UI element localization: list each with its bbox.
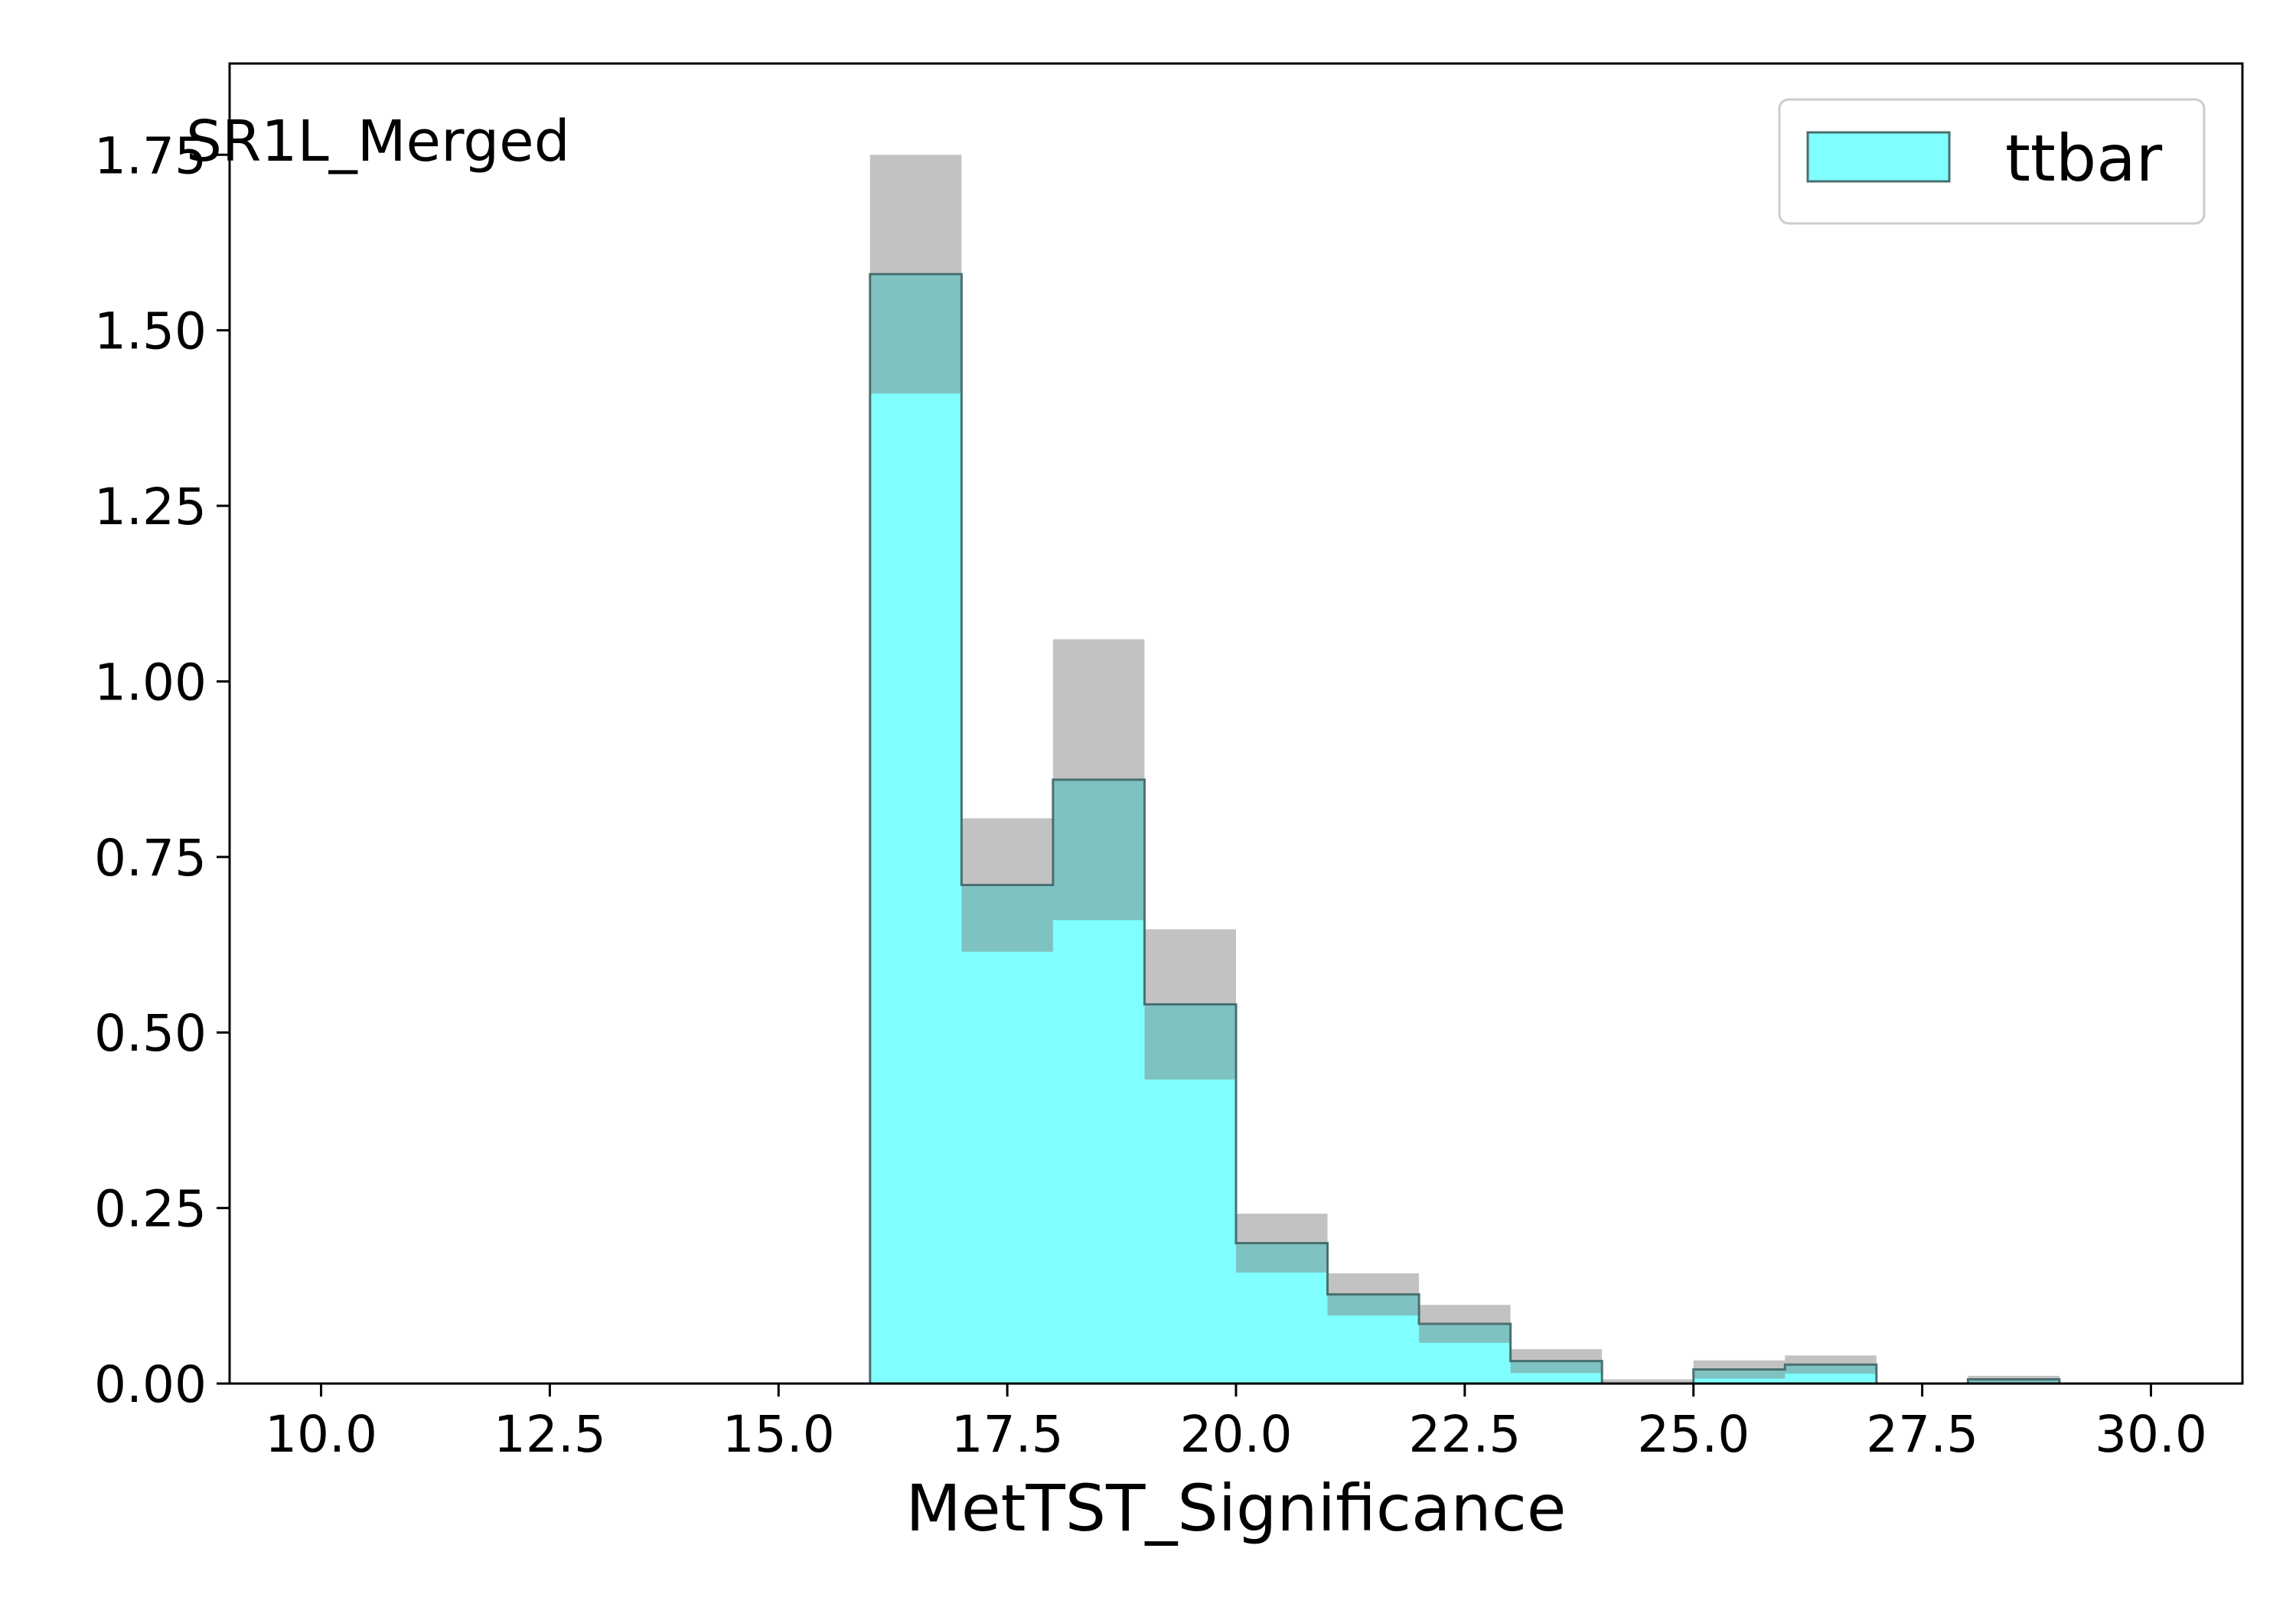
uncertainty-band-8 xyxy=(1602,1379,1694,1384)
legend-swatch-ttbar xyxy=(1806,131,1951,183)
histogram-bar-0 xyxy=(869,274,962,1384)
y-axis: 0.00 0.25 0.50 0.75 1.00 1.25 1.50 1.75 xyxy=(94,126,230,1414)
histogram-bar-5 xyxy=(1327,1294,1420,1384)
histogram-bar-4 xyxy=(1236,1243,1328,1384)
x-tick-label: 22.5 xyxy=(1408,1405,1521,1464)
x-tick-label: 20.0 xyxy=(1180,1405,1293,1464)
x-tick-label: 12.5 xyxy=(494,1405,606,1464)
x-tick-label: 10.0 xyxy=(265,1405,377,1464)
histogram-bar-6 xyxy=(1419,1324,1511,1384)
step-outline-layer xyxy=(869,272,2061,1385)
x-tick-label: 27.5 xyxy=(1866,1405,1978,1464)
histogram-bar-9 xyxy=(1693,1369,1786,1384)
legend-frame xyxy=(1778,98,2206,225)
x-tick-label: 17.5 xyxy=(951,1405,1064,1464)
histogram-bar-2 xyxy=(1052,779,1145,1384)
x-axis: 10.0 12.5 15.0 17.5 20.0 22.5 25.0 27.5 30.0 xyxy=(265,1384,2207,1464)
histogram-bar-1 xyxy=(961,885,1053,1384)
y-tick-label: 1.00 xyxy=(94,653,207,712)
y-tick-label: 0.50 xyxy=(94,1004,207,1063)
histogram-bar-10 xyxy=(1785,1364,1877,1384)
x-tick-label: 30.0 xyxy=(2095,1405,2207,1464)
histogram-bar-12 xyxy=(1968,1379,2060,1384)
x-tick-label: 25.0 xyxy=(1637,1405,1750,1464)
histogram-bar-7 xyxy=(1510,1361,1603,1384)
y-tick-label: 1.25 xyxy=(94,478,207,536)
histogram-step-outline xyxy=(869,272,2061,1385)
region-annotation: SR1L_Merged xyxy=(186,109,570,174)
y-tick-label: 0.25 xyxy=(94,1180,207,1239)
histogram-bar-3 xyxy=(1144,1004,1236,1384)
y-tick-label: 0.75 xyxy=(94,829,207,888)
legend-label-ttbar: ttbar xyxy=(2005,121,2163,196)
x-axis-title: MetTST_Significance xyxy=(905,1471,1566,1546)
y-tick-label: 1.75 xyxy=(94,126,207,185)
legend: ttbar xyxy=(1778,98,2206,225)
bars-layer xyxy=(869,274,2060,1384)
x-tick-label: 15.0 xyxy=(722,1405,835,1464)
y-tick-label: 0.00 xyxy=(94,1355,207,1414)
y-tick-label: 1.50 xyxy=(94,302,207,361)
